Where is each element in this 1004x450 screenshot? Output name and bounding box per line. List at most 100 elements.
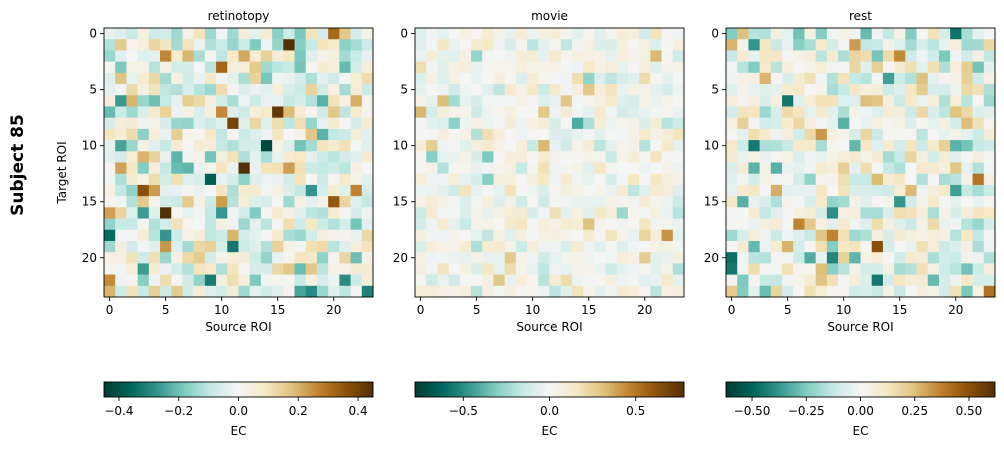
heatmap-cell	[571, 106, 584, 119]
heatmap-cell	[515, 196, 528, 208]
heatmap-cell	[793, 240, 805, 253]
heatmap-cell	[627, 117, 640, 130]
heatmap-cell	[804, 28, 817, 40]
heatmap-cell	[961, 128, 973, 141]
heatmap-cell	[361, 84, 374, 96]
heatmap-cell	[160, 173, 172, 186]
heatmap-cell	[415, 28, 427, 40]
heatmap-cell	[350, 39, 363, 51]
heatmap-cell	[527, 128, 539, 141]
heatmap-cell	[838, 173, 850, 186]
heatmap-cell	[916, 128, 929, 141]
heatmap-cell	[571, 196, 584, 208]
heatmap-cell	[216, 162, 228, 175]
heatmap-cell	[538, 207, 550, 219]
heatmap-cell	[782, 196, 794, 208]
heatmap-cell	[627, 184, 640, 197]
heatmap-cell	[493, 173, 506, 186]
heatmap-cell	[493, 140, 506, 152]
heatmap-cell	[272, 106, 284, 119]
heatmap-cell	[726, 72, 738, 85]
heatmap-cell	[361, 39, 374, 51]
heatmap-cell	[437, 72, 450, 85]
heatmap-cell	[972, 252, 985, 264]
heatmap-cell	[594, 218, 606, 231]
heatmap-cell	[826, 28, 839, 40]
heatmap-cell	[283, 39, 295, 51]
heatmap-cell	[927, 196, 940, 208]
heatmap-cell	[515, 162, 528, 175]
heatmap-cell	[961, 95, 973, 107]
heatmap-cell	[527, 72, 539, 85]
heatmap-cell	[104, 28, 116, 40]
heatmap-cell	[126, 72, 139, 85]
heatmap-cell	[672, 173, 685, 186]
heatmap-cell	[961, 229, 973, 242]
heatmap-cell	[437, 84, 450, 96]
heatmap-cell	[227, 128, 239, 141]
heatmap-cell	[193, 140, 206, 152]
heatmap-cell	[826, 140, 839, 152]
heatmap-cell	[459, 117, 472, 130]
heatmap-cell	[294, 218, 307, 231]
heatmap-cell	[216, 61, 228, 74]
colorbar-label: EC	[853, 424, 869, 438]
heatmap-cell	[737, 162, 749, 175]
heatmap-cell	[737, 151, 749, 163]
heatmap-cell	[905, 106, 917, 119]
heatmap-cell	[459, 50, 472, 63]
x-tick-label: 10	[525, 303, 540, 317]
heatmap-cell	[249, 50, 262, 63]
heatmap-cell	[616, 173, 629, 186]
heatmap-cell	[627, 274, 640, 287]
heatmap-cell	[437, 274, 450, 287]
heatmap-cell	[748, 196, 761, 208]
heatmap-cell	[894, 240, 906, 253]
heatmap-cell	[639, 106, 651, 119]
heatmap-cell	[972, 240, 985, 253]
heatmap-cell	[504, 106, 517, 119]
heatmap-cell	[283, 252, 295, 264]
heatmap-cell	[204, 252, 217, 264]
heatmap-cell	[737, 61, 749, 74]
heatmap-cell	[328, 84, 340, 96]
heatmap-cell	[804, 285, 817, 298]
heatmap-cell	[361, 95, 374, 107]
heatmap-cell	[294, 184, 307, 197]
heatmap-cell	[148, 285, 161, 298]
heatmap-cell	[726, 184, 738, 197]
heatmap-cell	[272, 151, 284, 163]
heatmap-cell	[560, 28, 573, 40]
heatmap-cell	[905, 72, 917, 85]
heatmap-cell	[104, 285, 116, 298]
heatmap-cell	[894, 61, 906, 74]
heatmap-cell	[294, 28, 307, 40]
heatmap-cell	[459, 72, 472, 85]
heatmap-cell	[661, 218, 674, 231]
heatmap-cell	[350, 117, 363, 130]
heatmap-cell	[650, 207, 662, 219]
heatmap-cell	[972, 72, 985, 85]
heatmap-cell	[216, 95, 228, 107]
heatmap-cell	[227, 184, 239, 197]
heatmap-cell	[905, 140, 917, 152]
heatmap-cell	[815, 240, 828, 253]
colorbar-tick-label: 0.25	[901, 404, 928, 418]
heatmap-cell	[538, 72, 550, 85]
heatmap-cell	[471, 117, 483, 130]
heatmap-cell	[838, 117, 850, 130]
heatmap-cell	[605, 196, 618, 208]
heatmap-cell	[726, 28, 738, 40]
heatmap-cell	[104, 274, 116, 287]
heatmap-cell	[126, 207, 139, 219]
heatmap-cell	[804, 61, 817, 74]
heatmap-cell	[493, 151, 506, 163]
heatmap-cell	[950, 151, 962, 163]
heatmap-cell	[238, 72, 251, 85]
heatmap-cell	[493, 229, 506, 242]
heatmap-cell	[482, 106, 494, 119]
heatmap-cell	[283, 28, 295, 40]
heatmap-cell	[894, 117, 906, 130]
y-tick-label: 5	[89, 83, 97, 97]
colorbar	[103, 381, 374, 398]
